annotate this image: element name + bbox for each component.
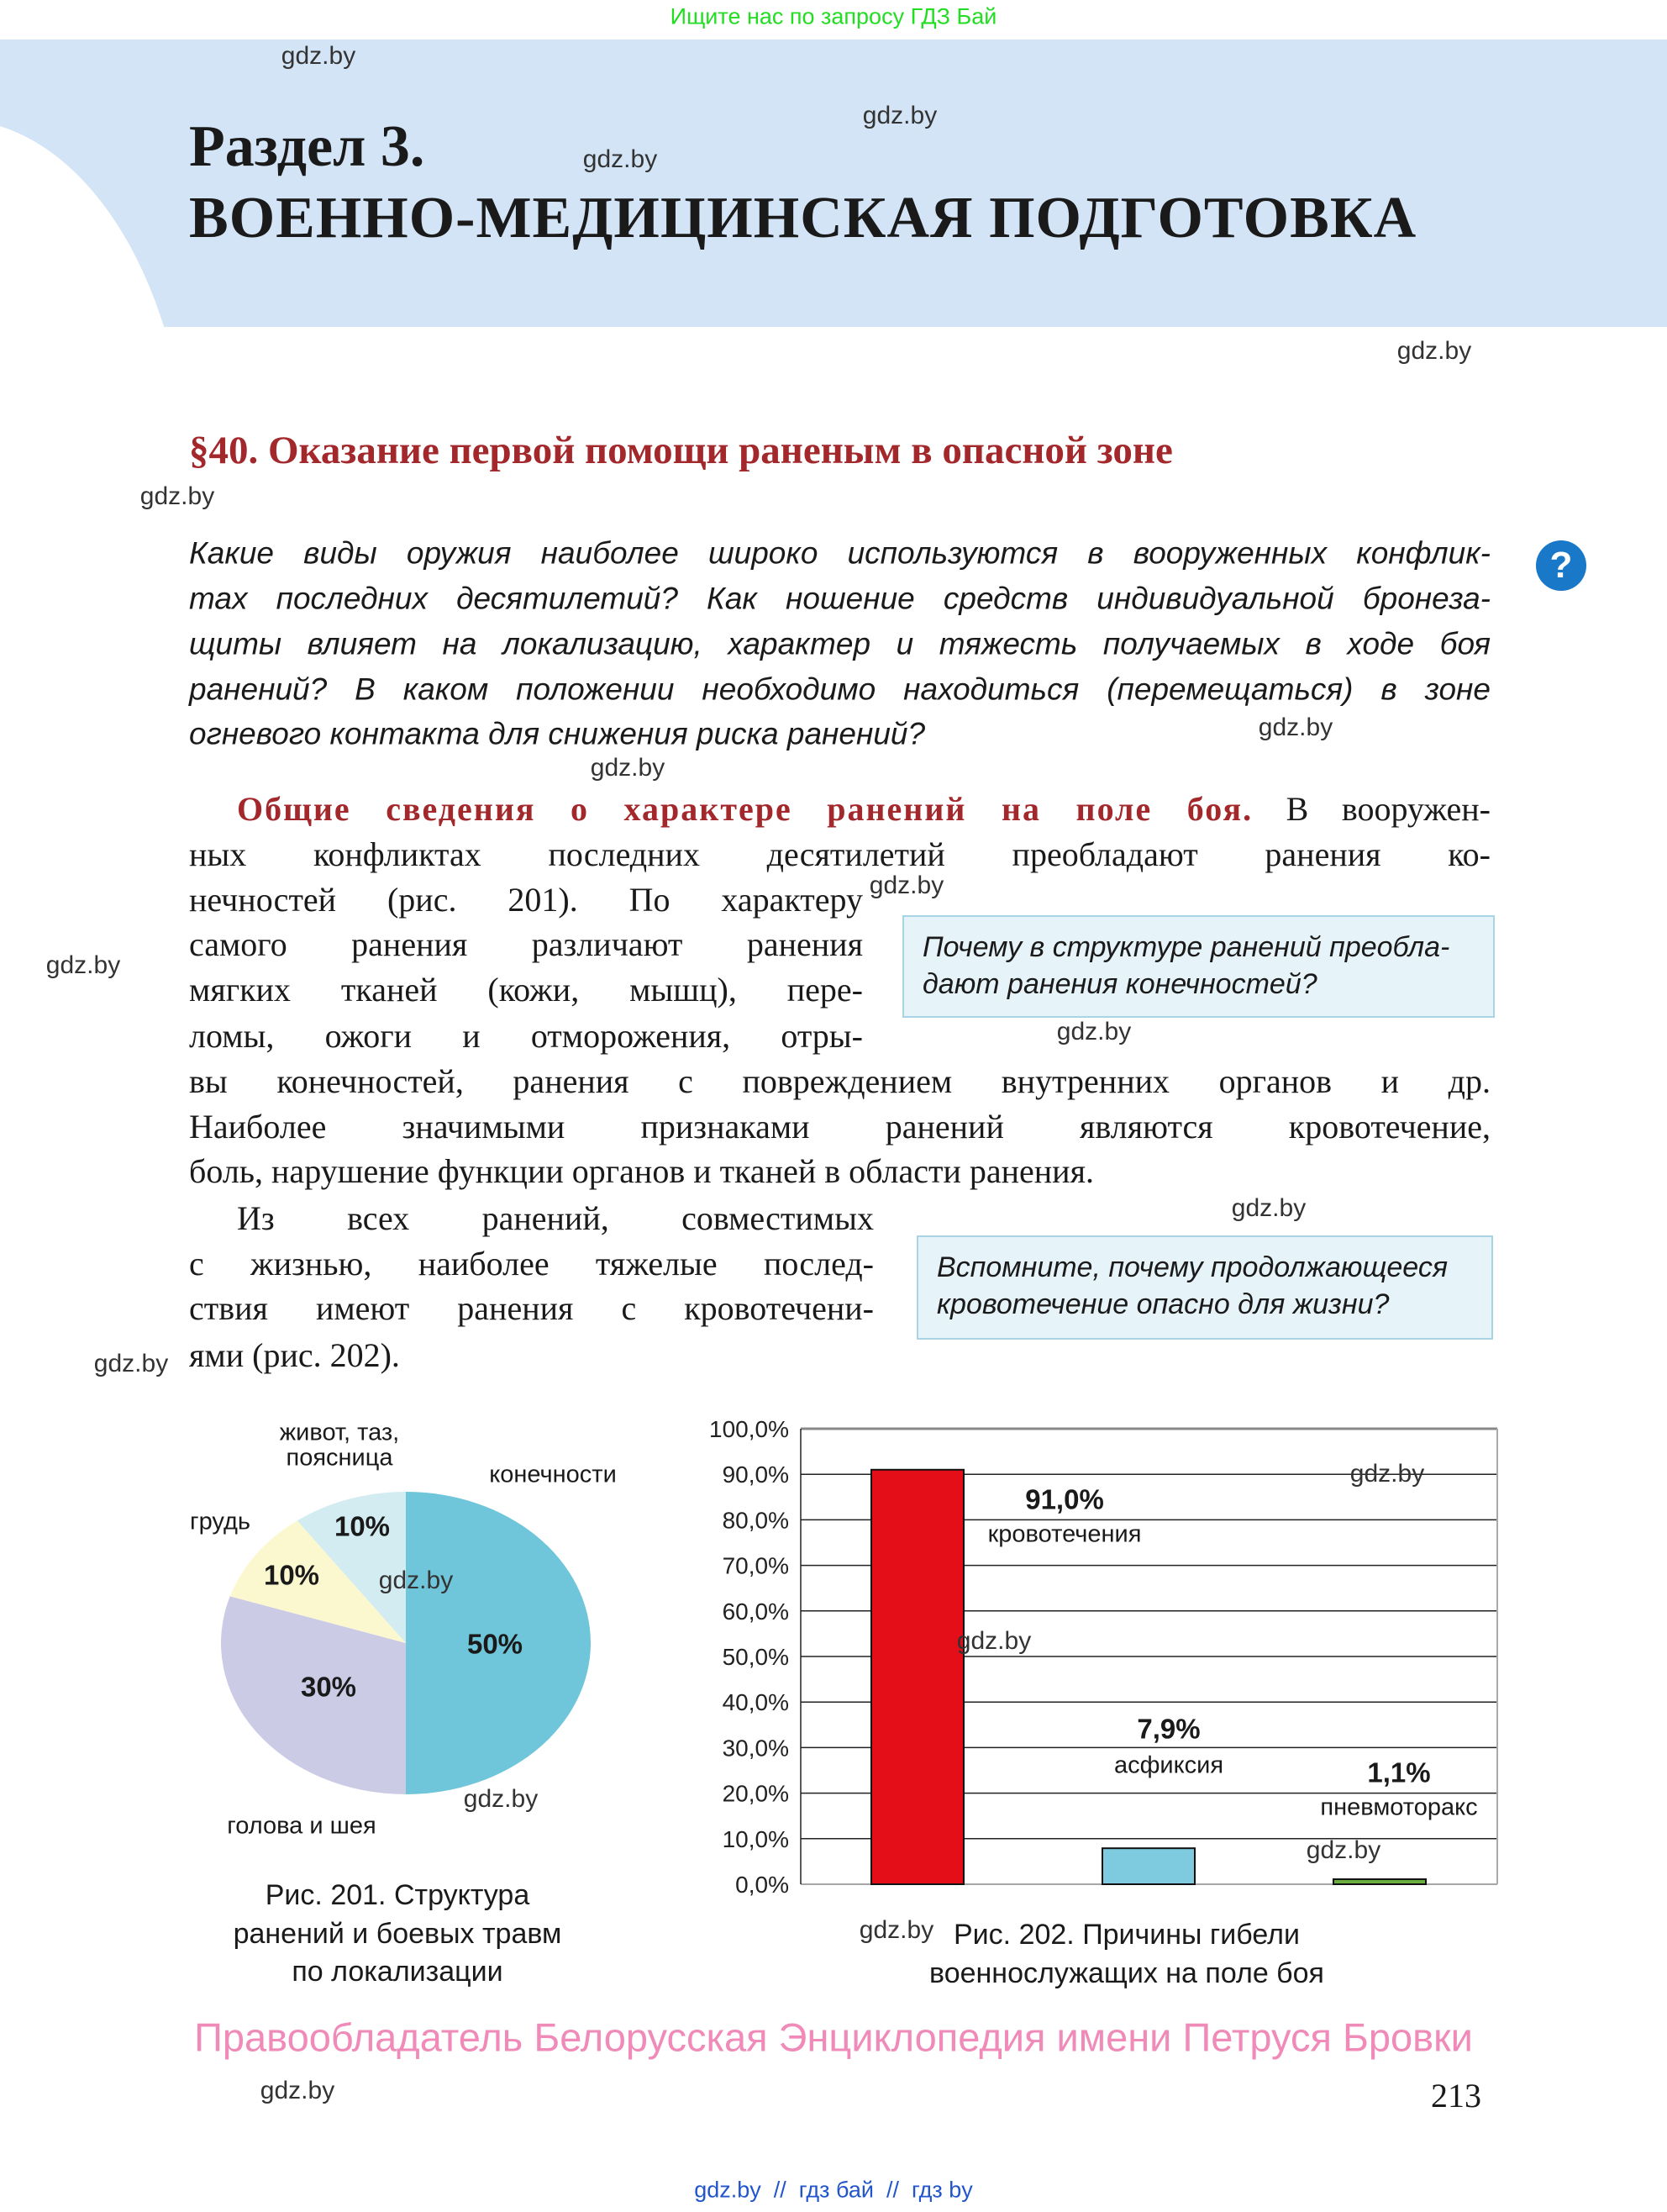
y-tick-label: 100,0% (709, 1416, 789, 1442)
watermark: gdz.by (1056, 1018, 1132, 1045)
body-line: Из всех ранений, совместимых (237, 1199, 874, 1237)
body-line: ями (рис. 202). (189, 1336, 400, 1374)
pie-value-label: 10% (263, 1559, 320, 1591)
watermark: gdz.by (869, 872, 944, 899)
question-line: щиты влияет на локализацию, характер и т… (189, 626, 1491, 661)
pie-label: голова и шея (227, 1812, 376, 1840)
pie-label: поясница (286, 1444, 393, 1472)
pie-value-label: 10% (334, 1510, 391, 1542)
figure-caption: по локализации (292, 1956, 503, 1988)
callout-box: Почему в структуре ранений преобла-дают … (902, 915, 1495, 1018)
y-tick-label: 90,0% (723, 1462, 789, 1488)
y-tick-label: 50,0% (723, 1644, 789, 1670)
watermark: gdz.by (956, 1627, 1032, 1655)
pie-chart (221, 1492, 591, 1794)
bar-category-label: асфиксия (1113, 1751, 1224, 1779)
body-line: Наиболее значимыми признаками ранений яв… (189, 1108, 1491, 1146)
watermark: gdz.by (582, 145, 658, 173)
pie-slice (297, 1492, 406, 1643)
pie-label: грудь (190, 1508, 250, 1535)
watermark: gdz.by (590, 754, 665, 782)
watermark: gdz.by (45, 951, 121, 979)
bar-category-label: кровотечения (987, 1520, 1142, 1548)
page-number: 213 (1431, 2077, 1481, 2115)
pie-slice (229, 1520, 406, 1643)
watermark: gdz.by (139, 482, 215, 510)
y-tick-label: 0,0% (735, 1872, 789, 1898)
pie-label: конечности (489, 1461, 617, 1488)
body-line: Общие сведения о характере ранений на по… (237, 790, 1491, 828)
bar (1333, 1878, 1427, 1886)
watermark: gdz.by (1396, 337, 1472, 365)
footer-links[interactable]: gdz.by // гдз бай // гдз by (694, 2177, 973, 2203)
body-line: боль, нарушение функции органов и тканей… (189, 1152, 1094, 1190)
section-title: ВОЕННО-МЕДИЦИНСКАЯ ПОДГОТОВКА (189, 186, 1417, 250)
body-line: вы конечностей, ранения с повреждением в… (189, 1062, 1491, 1100)
y-tick-label: 60,0% (723, 1598, 789, 1625)
y-tick-label: 10,0% (723, 1826, 789, 1852)
watermark: gdz.by (463, 1785, 539, 1813)
pie-slice (221, 1596, 406, 1794)
y-tick-label: 30,0% (723, 1735, 789, 1761)
promo-note: Ищите нас по запросу ГДЗ Бай (670, 3, 997, 29)
question-line: тах последних десятилетий? Как ношение с… (189, 581, 1491, 616)
bar (870, 1468, 965, 1885)
section-banner (0, 40, 1667, 327)
pie-value-label: 50% (466, 1628, 523, 1660)
body-line: ломы, ожоги и отморожения, отры- (189, 1017, 863, 1055)
watermark: gdz.by (1349, 1460, 1425, 1488)
watermark: gdz.by (862, 102, 938, 129)
figure-caption: Рис. 202. Причины гибели (954, 1919, 1300, 1951)
watermark: gdz.by (1306, 1836, 1381, 1864)
pie-label: живот, таз, (279, 1419, 400, 1446)
watermark: gdz.by (1258, 714, 1333, 741)
section-number: Раздел 3. (189, 114, 425, 179)
y-tick-label: 40,0% (723, 1689, 789, 1715)
pie-value-label: 30% (300, 1671, 357, 1703)
watermark: gdz.by (281, 42, 356, 70)
watermark: gdz.by (859, 1916, 934, 1944)
bar-value-label: 91,0% (1025, 1483, 1104, 1515)
body-line: ствия имеют ранения с кровотечени- (189, 1289, 874, 1327)
watermark: gdz.by (93, 1350, 169, 1377)
body-line: мягких тканей (кожи, мышц), пере- (189, 971, 863, 1009)
body-line: нечностей (рис. 201). По характеру (189, 881, 863, 919)
watermark: gdz.by (378, 1567, 454, 1594)
bar-value-label: 1,1% (1367, 1756, 1431, 1788)
body-line: с жизнью, наиболее тяжелые послед- (189, 1245, 874, 1282)
body-line: самого ранения различают ранения (189, 925, 863, 963)
question-circle-icon: ? (1536, 540, 1586, 591)
callout-box: Вспомните, почему продолжающееся кровоте… (917, 1235, 1493, 1340)
bar-value-label: 7,9% (1137, 1713, 1201, 1745)
body-line: ных конфликтах последних десятилетий пре… (189, 835, 1491, 873)
y-tick-label: 70,0% (723, 1553, 789, 1579)
subsection-heading: Общие сведения о характере ранений на по… (237, 790, 1254, 828)
bar-chart: 0,0% 10,0% 20,0% 30,0% 40,0% 50,0% 60,0% 70,0% 8… (709, 1416, 1498, 1898)
bar-category-label: пневмоторакс (1320, 1793, 1478, 1821)
copyright-notice: Правообладатель Белорусская Энциклопедия… (194, 2014, 1473, 2060)
bar (1102, 1847, 1196, 1886)
question-line: ранений? В каком положении необходимо на… (189, 672, 1491, 707)
question-line: Какие виды оружия наиболее широко исполь… (189, 535, 1491, 571)
figure-caption: Рис. 201. Структура (265, 1879, 530, 1911)
watermark: gdz.by (1231, 1194, 1307, 1222)
y-tick-label: 80,0% (723, 1507, 789, 1533)
watermark: gdz.by (260, 2077, 335, 2104)
pie-slice (406, 1492, 591, 1794)
paragraph-title: §40. Оказание первой помощи раненым в оп… (189, 429, 1173, 472)
figure-caption: ранений и боевых травм (233, 1918, 562, 1950)
figure-caption: военнослужащих на поле боя (929, 1957, 1324, 1989)
question-line: огневого контакта для снижения риска ран… (189, 716, 926, 751)
y-tick-label: 20,0% (723, 1781, 789, 1807)
